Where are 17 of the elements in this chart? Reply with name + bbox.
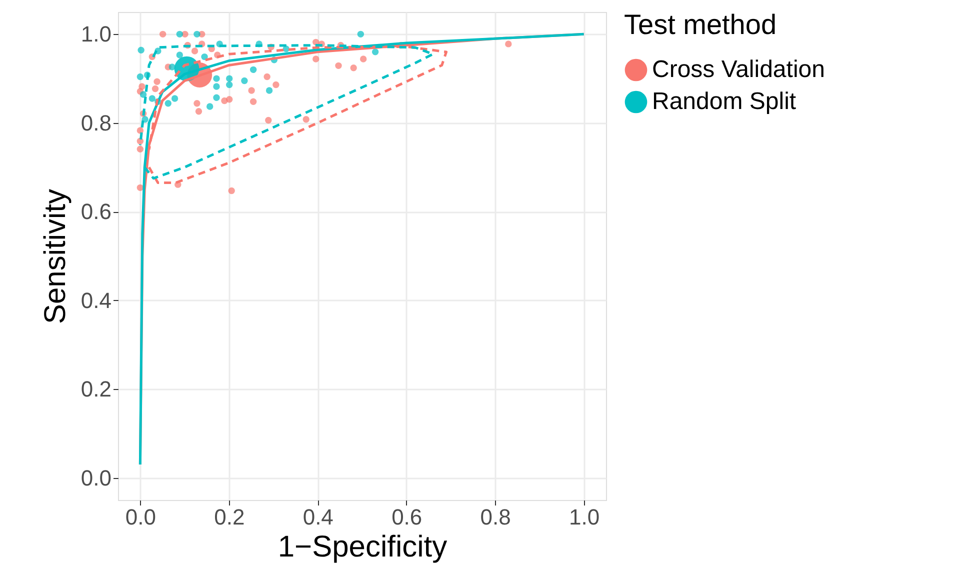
- x-tick-label: 1.0: [569, 504, 600, 530]
- legend-label: Cross Validation: [652, 56, 825, 83]
- x-tick-label: 0.8: [480, 504, 511, 530]
- x-tick-label: 0.6: [392, 504, 422, 530]
- x-tick-label: 0.4: [302, 504, 334, 530]
- y-tick-label: 0.4: [80, 288, 112, 313]
- y-tick-label: 1.0: [80, 22, 112, 47]
- legend-label: Random Split: [652, 88, 796, 115]
- y-axis-title: Sensitivity: [38, 188, 72, 324]
- x-tick-label: 0.0: [125, 504, 156, 530]
- x-tick-label: 0.2: [214, 504, 245, 530]
- y-tick-label: 0.2: [80, 376, 112, 402]
- legend-title: Test method: [624, 9, 777, 40]
- y-tick-label: 0.6: [80, 199, 112, 224]
- y-tick-label: 0.0: [80, 465, 112, 490]
- x-axis-title: 1−Specificity: [278, 530, 448, 564]
- y-tick-label: 0.8: [80, 110, 112, 136]
